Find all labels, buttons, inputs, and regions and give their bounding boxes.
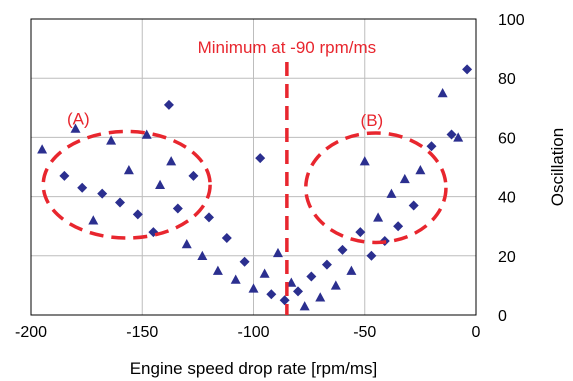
data-point-triangle	[399, 173, 410, 184]
data-point-diamond	[366, 250, 377, 261]
x-tick-label: -200	[15, 324, 47, 341]
data-point-diamond	[462, 64, 473, 75]
data-point-diamond	[239, 256, 250, 267]
data-point-diamond	[393, 221, 404, 232]
data-point-diamond	[337, 244, 348, 255]
data-points	[37, 64, 473, 311]
x-tick-label: -150	[126, 324, 158, 341]
y-axis-title: Oscillation	[548, 128, 567, 206]
data-point-triangle	[230, 274, 241, 284]
y-tick-label: 80	[498, 71, 516, 88]
x-tick-label: -50	[353, 324, 376, 341]
y-tick-label: 40	[498, 190, 516, 207]
minimum-label: Minimum at -90 rpm/ms	[198, 38, 377, 57]
data-point-diamond	[408, 200, 419, 211]
x-tick-labels: -200 -150 -100 -50 0	[15, 324, 481, 341]
y-tick-label: 60	[498, 130, 516, 147]
data-point-diamond	[321, 259, 332, 270]
data-point-triangle	[197, 250, 208, 261]
data-point-diamond	[132, 209, 143, 220]
region-a-label: (A)	[67, 109, 90, 128]
data-point-triangle	[386, 188, 397, 198]
region-b-ellipse	[304, 131, 448, 245]
data-point-triangle	[88, 215, 99, 225]
data-point-diamond	[306, 271, 317, 282]
data-point-triangle	[453, 132, 464, 142]
data-point-triangle	[106, 135, 117, 145]
y-tick-label: 20	[498, 249, 516, 266]
data-point-triangle	[373, 212, 384, 222]
data-point-triangle	[259, 268, 270, 278]
x-tick-label: -100	[237, 324, 269, 341]
data-point-diamond	[204, 212, 214, 223]
plot-frame	[30, 18, 477, 316]
data-point-triangle	[286, 277, 297, 287]
data-point-diamond	[446, 129, 457, 140]
data-point-diamond	[77, 182, 88, 193]
annotations: Minimum at -90 rpm/ms (A) (B)	[41, 38, 448, 315]
data-point-diamond	[355, 227, 366, 238]
data-point-triangle	[415, 164, 426, 175]
y-tick-label: 100	[498, 12, 525, 29]
data-point-triangle	[37, 144, 48, 154]
data-point-diamond	[221, 233, 232, 244]
data-point-triangle	[346, 265, 357, 275]
data-point-diamond	[97, 188, 108, 199]
data-point-triangle	[70, 123, 81, 133]
data-point-diamond	[59, 170, 70, 181]
data-point-triangle	[166, 156, 177, 166]
data-point-triangle	[248, 283, 259, 293]
data-point-triangle	[181, 238, 192, 249]
data-point-triangle	[272, 247, 283, 258]
data-point-triangle	[155, 179, 166, 190]
data-point-diamond	[266, 289, 277, 300]
data-point-triangle	[437, 88, 448, 98]
data-point-diamond	[426, 141, 437, 152]
data-point-diamond	[188, 170, 199, 181]
x-axis-title: Engine speed drop rate [rpm/ms]	[130, 359, 378, 378]
data-point-triangle	[299, 301, 310, 311]
grid-lines	[30, 18, 477, 316]
data-point-triangle	[212, 265, 223, 275]
data-point-triangle	[123, 164, 134, 175]
data-point-triangle	[330, 280, 341, 290]
data-point-diamond	[255, 153, 266, 164]
data-point-diamond	[163, 99, 174, 110]
data-point-diamond	[279, 295, 290, 306]
data-point-diamond	[293, 286, 303, 297]
y-tick-labels: 0 20 40 60 80 100	[498, 12, 525, 325]
data-point-diamond	[172, 203, 183, 214]
y-tick-label: 0	[498, 308, 507, 325]
data-point-triangle	[359, 156, 370, 166]
region-a-ellipse	[41, 129, 212, 240]
data-point-triangle	[315, 292, 326, 302]
data-point-triangle	[141, 129, 152, 139]
x-tick-label: 0	[472, 324, 481, 341]
region-b-label: (B)	[361, 111, 384, 130]
data-point-diamond	[115, 197, 125, 208]
